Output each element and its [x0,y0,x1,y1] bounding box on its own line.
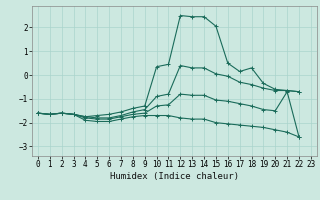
X-axis label: Humidex (Indice chaleur): Humidex (Indice chaleur) [110,172,239,181]
